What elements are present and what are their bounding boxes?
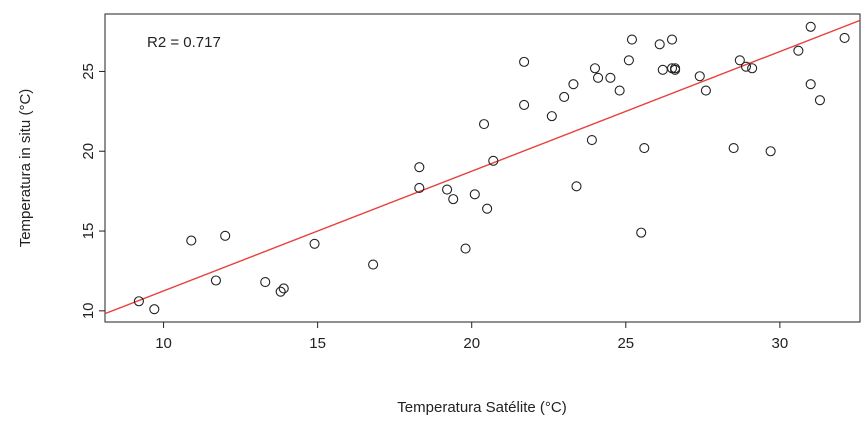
data-point xyxy=(728,143,739,154)
data-point xyxy=(571,181,582,192)
data-point xyxy=(839,32,850,43)
data-point xyxy=(589,63,601,74)
data-point xyxy=(186,235,197,246)
data-point xyxy=(546,111,557,122)
data-point xyxy=(368,259,379,270)
data-point xyxy=(694,71,705,82)
data-point xyxy=(519,99,530,111)
data-point xyxy=(133,296,144,307)
data-point xyxy=(275,286,286,297)
x-tick-label: 20 xyxy=(463,335,480,352)
y-axis-label: Temperatura in situ (°C) xyxy=(17,89,34,248)
data-point xyxy=(149,304,160,315)
y-tick-label: 25 xyxy=(80,63,97,80)
data-point xyxy=(765,146,776,157)
data-point xyxy=(260,277,271,288)
data-point xyxy=(666,34,678,45)
data-point xyxy=(586,135,597,146)
data-point xyxy=(593,72,604,83)
data-point xyxy=(700,85,711,96)
x-tick-label: 15 xyxy=(309,335,326,352)
data-point xyxy=(488,155,499,166)
data-point xyxy=(448,194,459,205)
r2-annotation: R2 = 0.717 xyxy=(147,34,221,51)
data-point xyxy=(805,79,816,90)
x-tick-label: 25 xyxy=(617,335,634,352)
data-point xyxy=(278,283,289,294)
data-point xyxy=(639,143,650,154)
data-point xyxy=(414,182,425,193)
data-point xyxy=(657,64,668,75)
data-point xyxy=(734,55,745,66)
x-tick-label: 30 xyxy=(772,335,789,352)
data-point xyxy=(670,64,681,75)
data-point xyxy=(636,227,647,238)
data-point xyxy=(220,230,231,241)
data-point xyxy=(614,85,625,96)
plot-frame xyxy=(104,13,861,323)
data-point xyxy=(442,184,453,195)
data-point xyxy=(482,203,493,214)
data-point xyxy=(626,34,638,45)
data-point xyxy=(568,79,579,90)
y-tick-label: 15 xyxy=(80,223,97,240)
data-point xyxy=(559,91,570,103)
data-point xyxy=(747,63,758,74)
data-point xyxy=(460,243,471,254)
data-point xyxy=(309,238,320,249)
data-point xyxy=(654,39,665,50)
x-axis-label: Temperatura Satélite (°C) xyxy=(397,399,566,416)
regression-line xyxy=(105,19,860,315)
data-point xyxy=(805,21,816,32)
data-point xyxy=(469,189,480,200)
y-tick-label: 10 xyxy=(80,302,97,319)
data-point xyxy=(414,162,425,173)
data-point xyxy=(210,275,221,286)
y-tick-label: 20 xyxy=(80,143,97,160)
data-point xyxy=(605,72,616,83)
data-point xyxy=(478,119,490,130)
data-point xyxy=(793,45,804,56)
data-point xyxy=(814,95,825,106)
data-point xyxy=(740,61,752,72)
data-point xyxy=(623,55,634,66)
data-point xyxy=(519,56,530,67)
x-tick-label: 10 xyxy=(155,335,172,352)
